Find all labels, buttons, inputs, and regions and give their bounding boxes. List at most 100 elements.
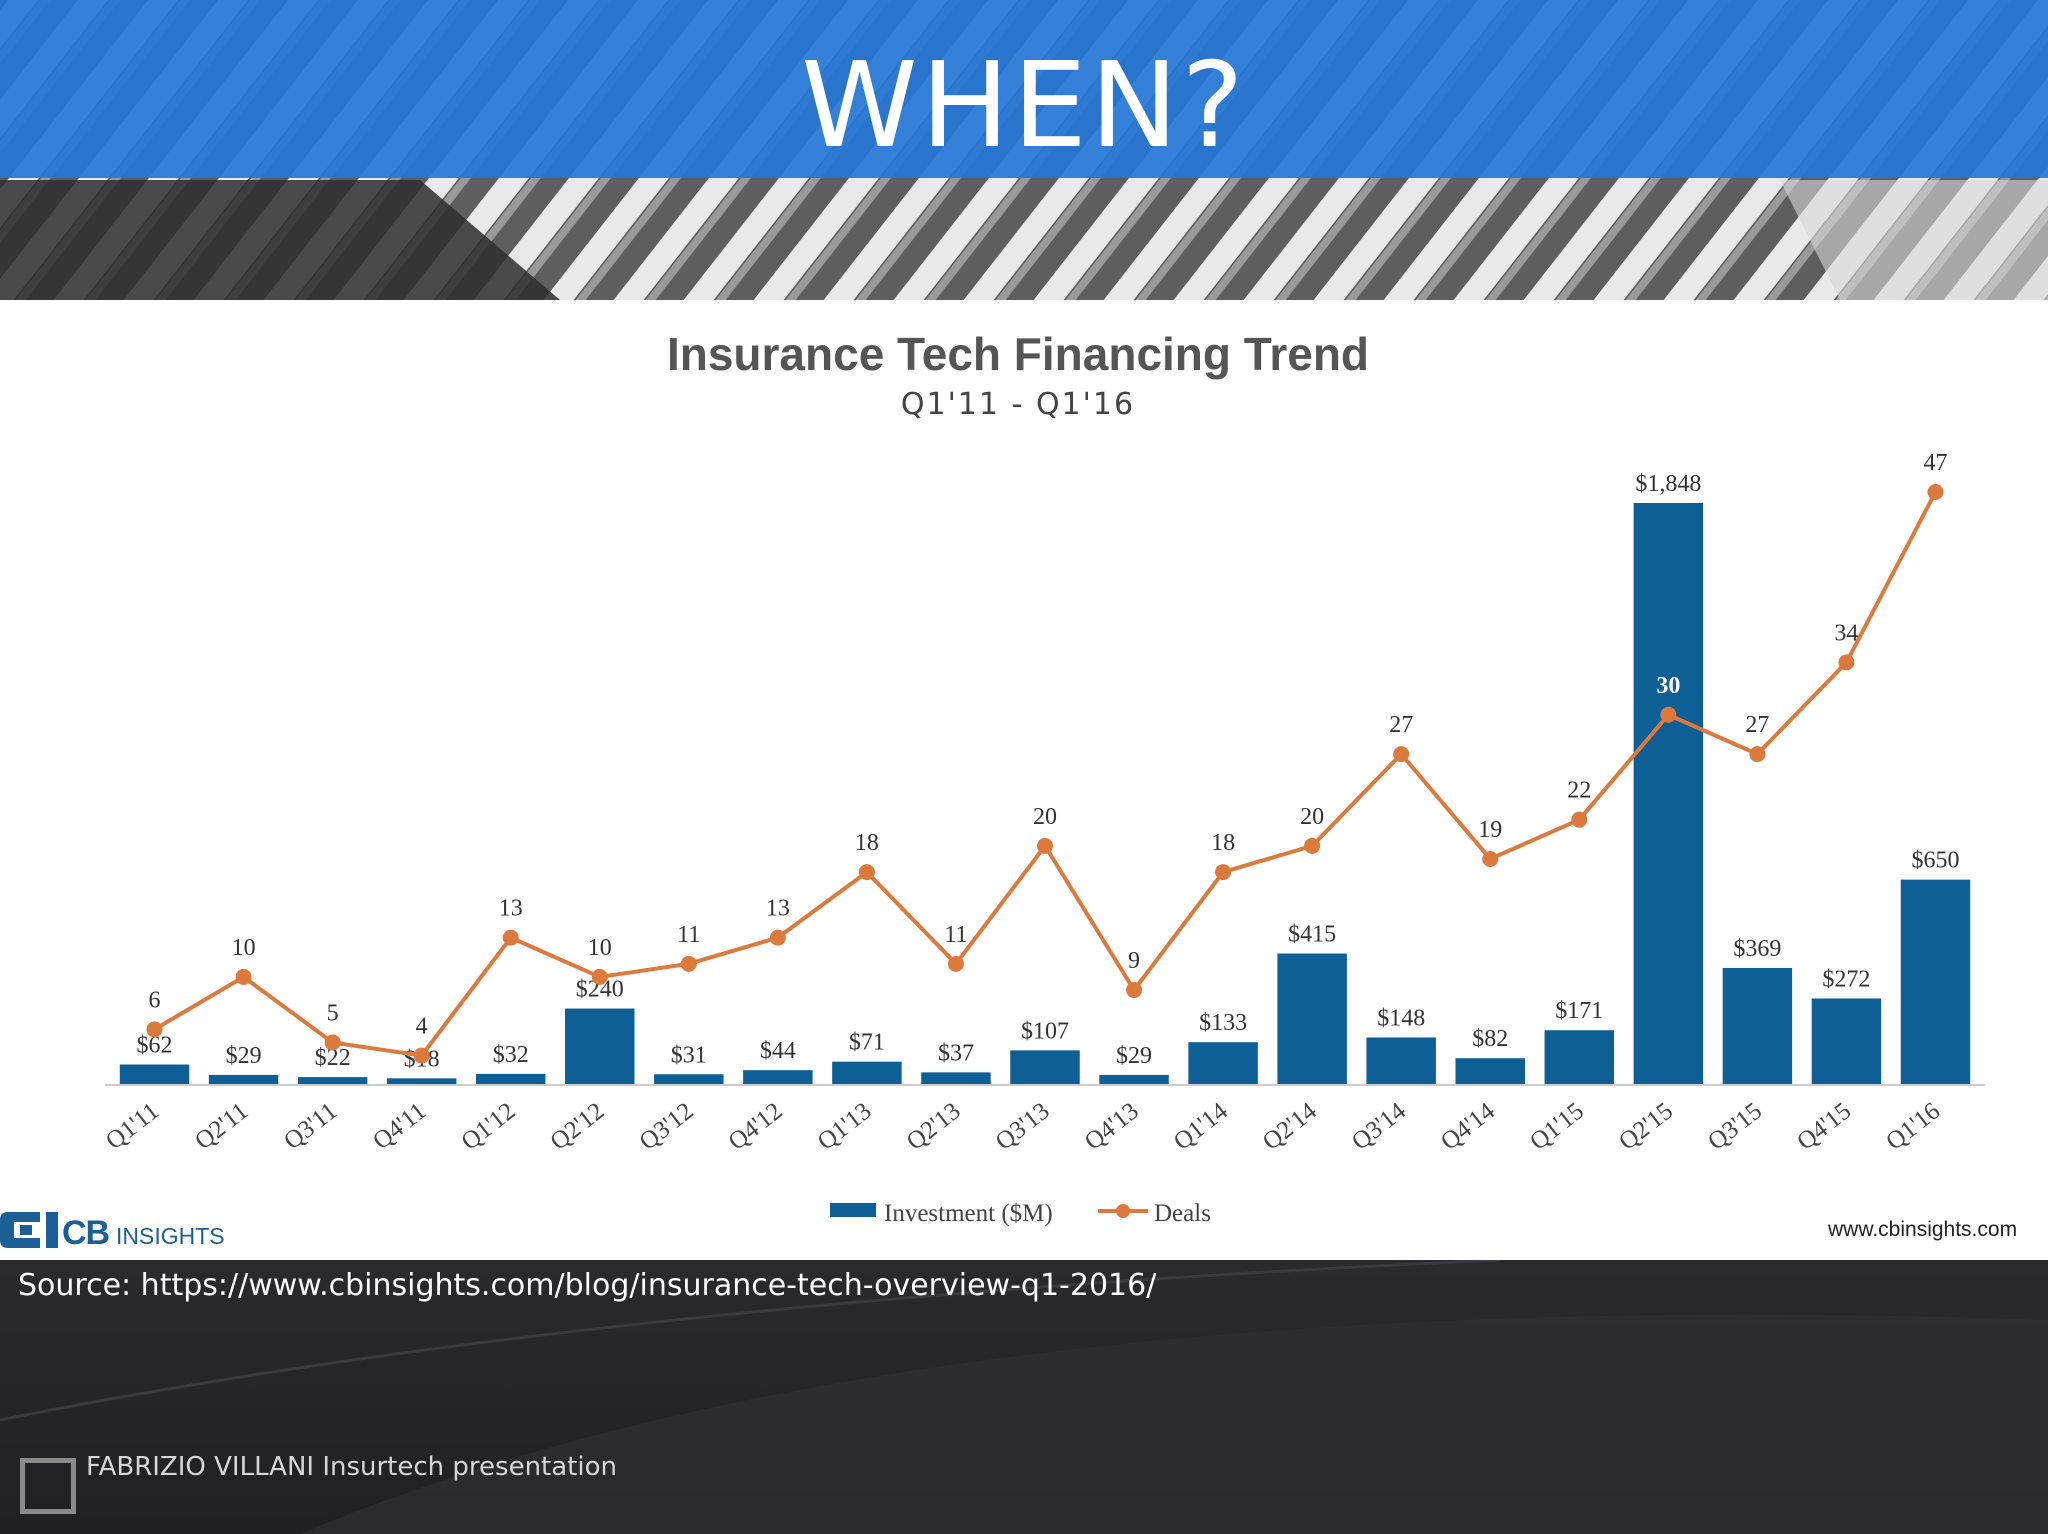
investment-label: $272: [1822, 966, 1870, 992]
x-tick-label: Q1'13: [813, 1097, 877, 1155]
deals-point: [1571, 811, 1588, 828]
x-tick-label: Q1'14: [1169, 1097, 1233, 1156]
investment-label: $71: [849, 1030, 885, 1056]
x-tick-label: Q3'14: [1347, 1097, 1411, 1156]
investment-label: $29: [1116, 1043, 1152, 1069]
investment-label: $1,848: [1635, 471, 1701, 497]
deals-label: 30: [1656, 673, 1680, 699]
investment-bar: [1099, 1074, 1169, 1084]
investment-bar: [1277, 953, 1347, 1084]
investment-label: $37: [938, 1040, 974, 1066]
investment-labels: $62$29$22$18$32$240$31$44$71$37$107$29$1…: [137, 471, 1960, 1072]
investment-bar: [386, 1078, 457, 1084]
investment-bar: [208, 1074, 279, 1084]
investment-bar: [1455, 1058, 1525, 1084]
deals-point: [1927, 484, 1944, 500]
deals-label: 11: [944, 922, 967, 948]
x-tick-label: Q4'11: [368, 1097, 431, 1155]
x-tick-label: Q1'15: [1525, 1097, 1589, 1155]
deals-label: 27: [1745, 712, 1769, 738]
investment-bars: [119, 503, 1971, 1084]
deals-label: 34: [1834, 620, 1858, 646]
x-tick-label: Q4'12: [724, 1097, 788, 1155]
logo-text-bold: CB: [62, 1214, 110, 1252]
deals-point: [413, 1047, 430, 1064]
investment-bar: [921, 1072, 991, 1084]
deals-label: 47: [1923, 450, 1947, 476]
deals-point: [858, 864, 875, 881]
footer: [0, 1260, 2048, 1534]
source-link[interactable]: Source: https://www.cbinsights.com/blog/…: [18, 1268, 1157, 1303]
chart-subtitle: Q1'11 - Q1'16: [901, 387, 1135, 422]
investment-label: $82: [1472, 1026, 1508, 1052]
legend-investment-swatch: [830, 1203, 876, 1217]
x-tick-label: Q3'11: [279, 1097, 342, 1155]
investment-label: $31: [671, 1042, 707, 1068]
x-axis-ticks: Q1'11 Q2'11 Q3'11 Q4'11 Q1'12 Q2'12 Q3'12 Q4'12…: [101, 1097, 1945, 1156]
deals-point: [1126, 982, 1143, 999]
deals-label: 20: [1033, 804, 1057, 830]
deals-point: [1482, 850, 1499, 867]
investment-label: $148: [1377, 1005, 1425, 1031]
investment-bar: [654, 1074, 724, 1084]
x-tick-label: Q2'13: [902, 1097, 966, 1155]
legend-deals-label: Deals: [1154, 1200, 1211, 1227]
cb-insights-logo: CB INSIGHTS: [0, 1212, 225, 1252]
deals-point: [235, 968, 252, 985]
investment-bar: [297, 1077, 368, 1084]
x-tick-label: Q2'15: [1614, 1097, 1678, 1155]
deals-point: [1304, 837, 1321, 854]
title-band: [0, 0, 2048, 178]
deals-label: 18: [855, 830, 879, 856]
investment-bar: [1722, 967, 1793, 1084]
deals-point: [1660, 706, 1677, 723]
deals-label: 10: [588, 935, 612, 961]
investment-bar: [1544, 1030, 1615, 1084]
x-tick-label: Q3'13: [991, 1097, 1055, 1155]
x-tick-label: Q1'16: [1881, 1097, 1945, 1155]
presentation-credit: FABRIZIO VILLANI Insurtech presentation: [86, 1452, 617, 1482]
investment-bar: [1188, 1042, 1258, 1084]
chart-panel: Insurance Tech Financing Trend Q1'11 - Q…: [0, 300, 2048, 1260]
deals-point: [1215, 864, 1232, 881]
x-tick-label: Q2'12: [546, 1097, 610, 1155]
investment-label: $32: [493, 1042, 529, 1068]
investment-bar: [1900, 879, 1971, 1084]
header-banner: WHEN?: [0, 0, 2048, 300]
investment-bar: [1633, 503, 1704, 1084]
footer-background: [0, 1260, 2048, 1534]
deals-point: [1749, 746, 1766, 763]
x-tick-label: Q3'15: [1703, 1097, 1767, 1155]
deals-label: 6: [149, 987, 161, 1013]
legend-investment-label: Investment ($M): [884, 1200, 1053, 1227]
deals-label: 19: [1478, 817, 1502, 843]
investment-bar: [1366, 1037, 1436, 1084]
legend-deals-marker: [1116, 1204, 1130, 1218]
deals-line: [146, 484, 1944, 1064]
financing-chart: Insurance Tech Financing Trend Q1'11 - Q…: [101, 328, 1985, 1227]
x-tick-label: Q4'13: [1080, 1097, 1144, 1155]
deals-point: [769, 929, 786, 946]
x-tick-label: Q2'11: [190, 1097, 253, 1155]
x-tick-label: Q4'15: [1792, 1097, 1856, 1155]
deals-point: [502, 929, 519, 946]
investment-label: $171: [1555, 998, 1603, 1024]
investment-bar: [565, 1008, 635, 1084]
deals-label: 18: [1211, 830, 1235, 856]
deals-label: 9: [1128, 948, 1140, 974]
deals-point: [591, 968, 608, 985]
x-tick-label: Q2'14: [1258, 1097, 1322, 1156]
deals-label: 4: [416, 1014, 428, 1040]
deals-label: 13: [766, 896, 790, 922]
investment-bar: [1811, 998, 1882, 1084]
deals-label: 22: [1567, 778, 1591, 804]
investment-label: $29: [226, 1043, 262, 1069]
investment-bar: [119, 1064, 190, 1084]
investment-bar: [475, 1073, 546, 1084]
deals-point: [680, 955, 697, 972]
x-tick-label: Q4'14: [1436, 1097, 1500, 1156]
logo-text-light: INSIGHTS: [116, 1223, 225, 1249]
chart-title: Insurance Tech Financing Trend: [667, 328, 1369, 380]
deals-labels: 6 10 5 4 13 10 11 13 18 11 20 9 18 20 27 19 22 30 27 34 47: [149, 450, 1948, 1040]
deals-label: 27: [1389, 712, 1413, 738]
